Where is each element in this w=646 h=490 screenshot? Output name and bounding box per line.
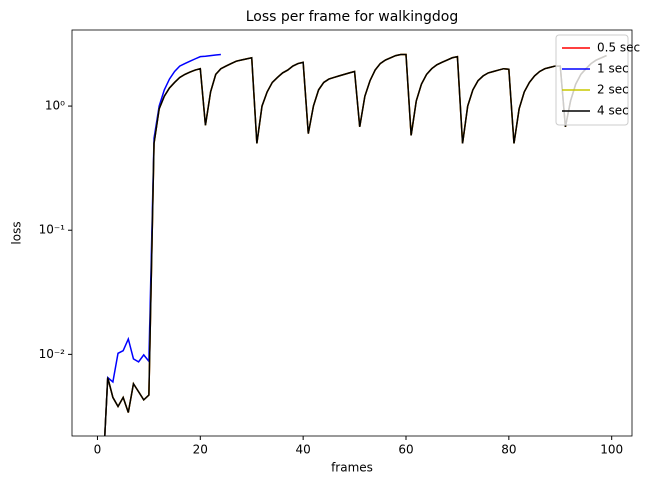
x-tick-label: 60 [398, 443, 413, 457]
legend-label: 1 sec [597, 62, 629, 76]
legend-label: 4 sec [597, 104, 629, 118]
x-axis-label: frames [331, 461, 373, 475]
plot-lines [104, 53, 607, 436]
series-line [104, 53, 607, 436]
series-line [104, 53, 221, 436]
x-tick-label: 100 [600, 443, 623, 457]
legend-label: 2 sec [597, 83, 629, 97]
y-tick-label: 10⁻² [39, 347, 66, 361]
x-tick-label: 80 [501, 443, 516, 457]
legend-box [555, 34, 629, 126]
y-tick-label: 10⁻¹ [39, 223, 66, 237]
x-tick-label: 0 [94, 443, 102, 457]
series-line [104, 53, 607, 436]
x-tick-label: 40 [296, 443, 311, 457]
x-tick-label: 20 [193, 443, 208, 457]
series-line [104, 53, 607, 436]
plot-frame [71, 29, 633, 437]
y-axis-label: loss [10, 221, 24, 244]
y-tick-label: 10⁰ [45, 99, 65, 113]
legend-label: 0.5 sec [597, 41, 640, 55]
chart-title: Loss per frame for walkingdog [246, 9, 459, 25]
